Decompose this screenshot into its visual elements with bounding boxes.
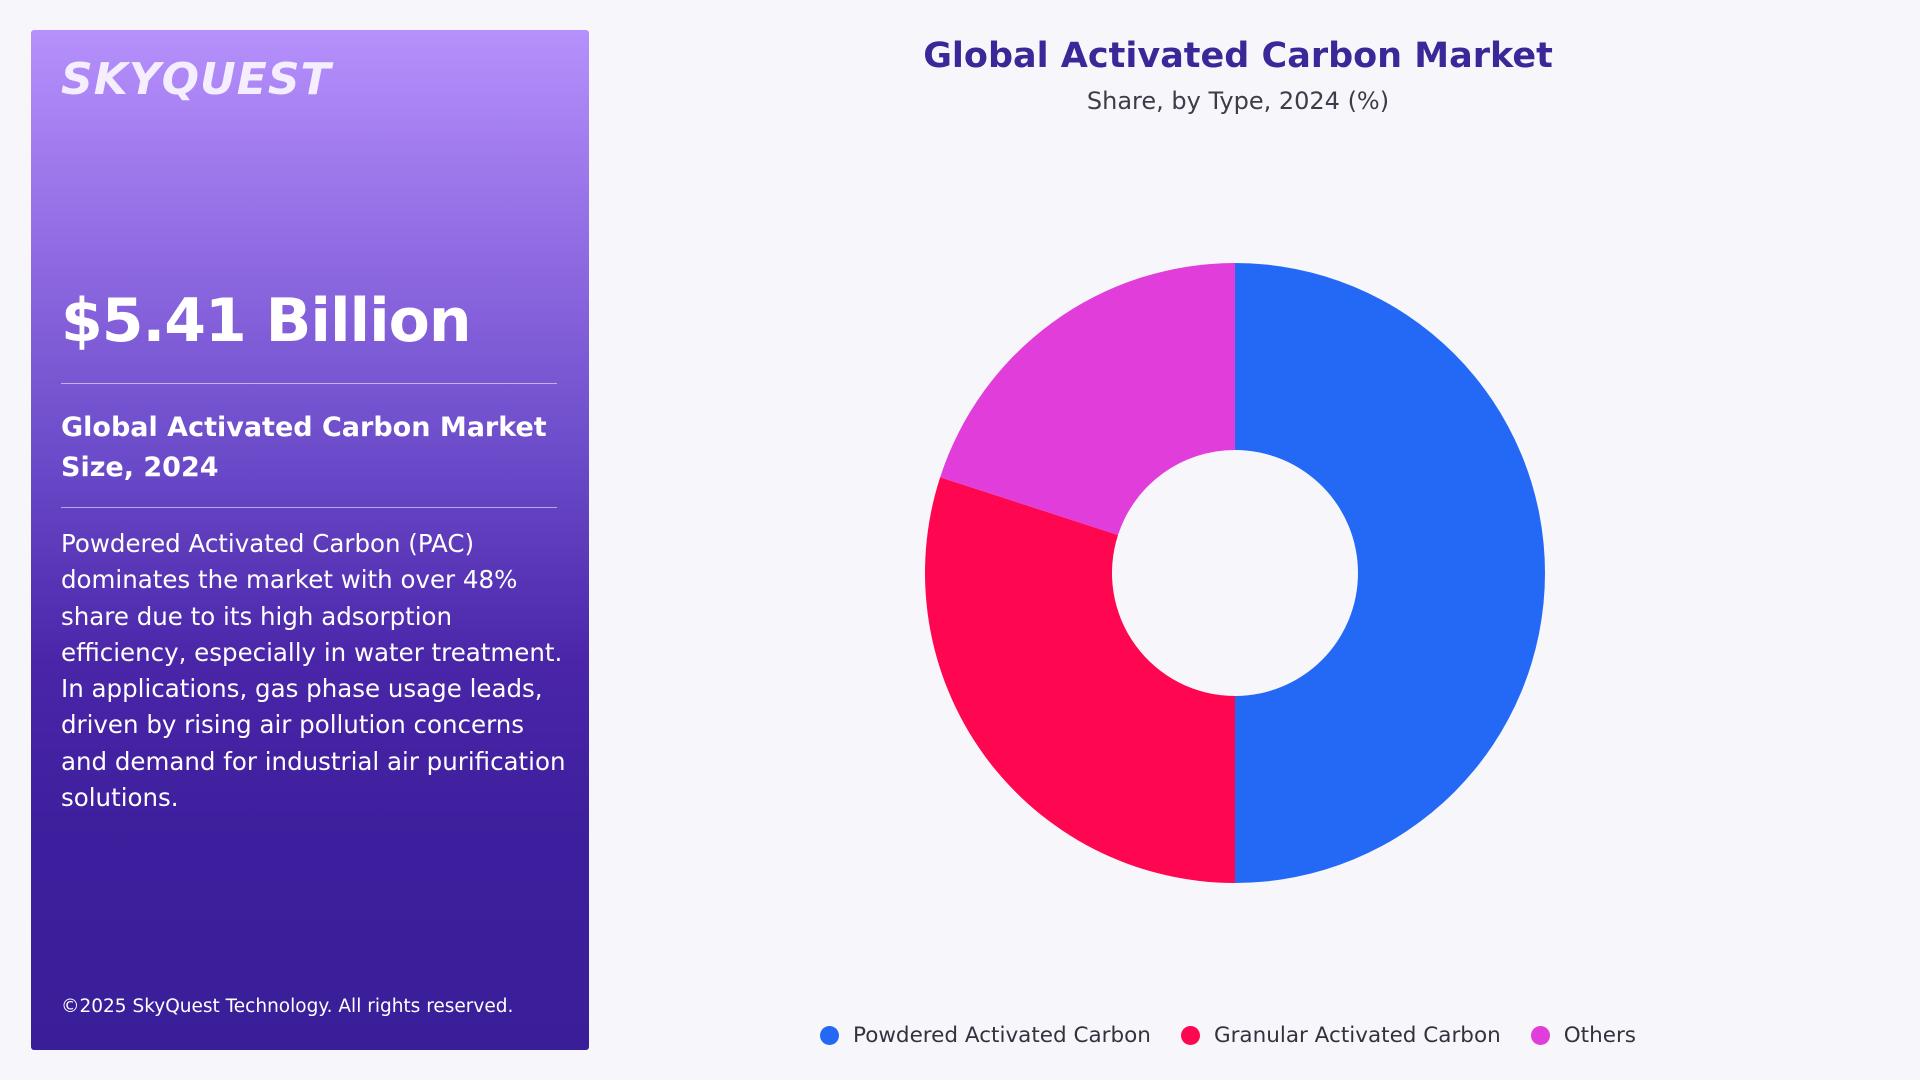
legend-item: Powdered Activated Carbon [820,1023,1151,1048]
legend-swatch [1530,1025,1550,1045]
donut-slice-powdered-activated-carbon [1235,263,1545,883]
summary-panel: SKYQUEST $5.41 Billion Global Activated … [31,30,589,1050]
divider [61,383,557,384]
donut-chart [925,263,1545,883]
market-description: Powdered Activated Carbon (PAC) dominate… [61,529,566,813]
chart-title: Global Activated Carbon Market [923,36,1553,76]
legend-label: Others [1563,1022,1636,1048]
brand-logo: SKYQUEST [61,54,332,105]
legend-swatch [1180,1025,1200,1045]
donut-slice-others [940,263,1235,535]
chart-legend: Powdered Activated Carbon Granular Activa… [820,1020,1666,1050]
market-size-value: $5.41 Billion [61,286,472,356]
legend-label: Granular Activated Carbon [1213,1022,1501,1048]
divider [61,507,557,508]
market-size-label: Global Activated Carbon Market Size, 202… [61,412,547,483]
chart-subtitle: Share, by Type, 2024 (%) [1086,87,1390,115]
legend-item: Others [1530,1022,1636,1048]
legend-item: Granular Activated Carbon [1180,1022,1501,1048]
donut-slice-granular-activated-carbon [925,477,1235,883]
legend-swatch [820,1025,839,1045]
copyright-notice: ©2025 SkyQuest Technology. All rights re… [61,996,514,1017]
legend-label: Powdered Activated Carbon [853,1022,1151,1048]
